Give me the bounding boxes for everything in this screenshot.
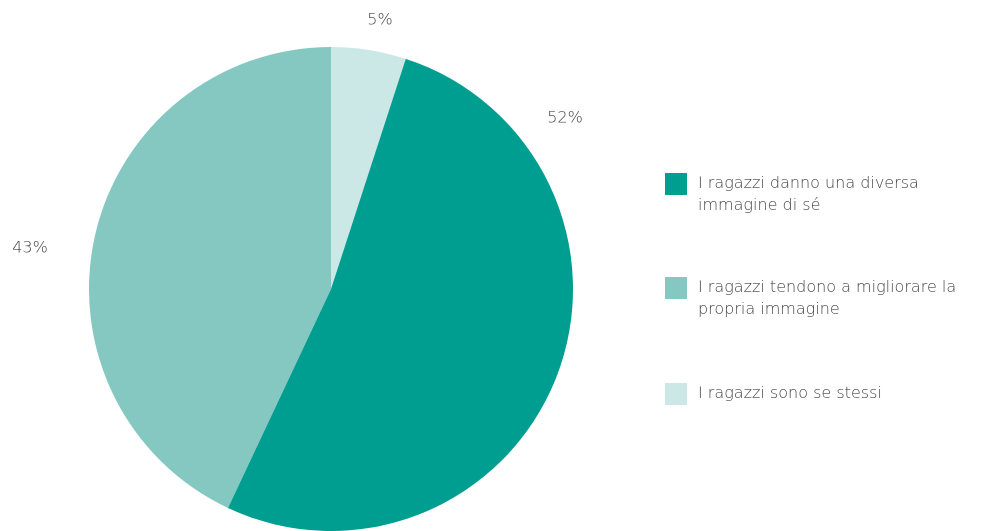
legend-swatch xyxy=(665,277,687,299)
legend-label: I ragazzi sono se stessi xyxy=(698,383,882,402)
legend-label: I ragazzi danno una diversa immagine di … xyxy=(698,173,919,214)
data-label: 52% xyxy=(547,108,583,127)
legend-swatch xyxy=(665,173,687,195)
pie-slice xyxy=(331,47,406,289)
pie-slice xyxy=(227,58,573,531)
legend-swatch xyxy=(665,383,687,405)
legend-label: I ragazzi tendono a migliorare la propri… xyxy=(698,277,957,318)
data-label: 43% xyxy=(12,238,48,257)
legend-item: I ragazzi sono se stessi xyxy=(665,382,965,405)
legend-item: I ragazzi tendono a migliorare la propri… xyxy=(665,276,965,320)
data-label: 5% xyxy=(367,10,392,29)
pie-slice xyxy=(89,46,331,508)
legend-item: I ragazzi danno una diversa immagine di … xyxy=(665,172,965,216)
